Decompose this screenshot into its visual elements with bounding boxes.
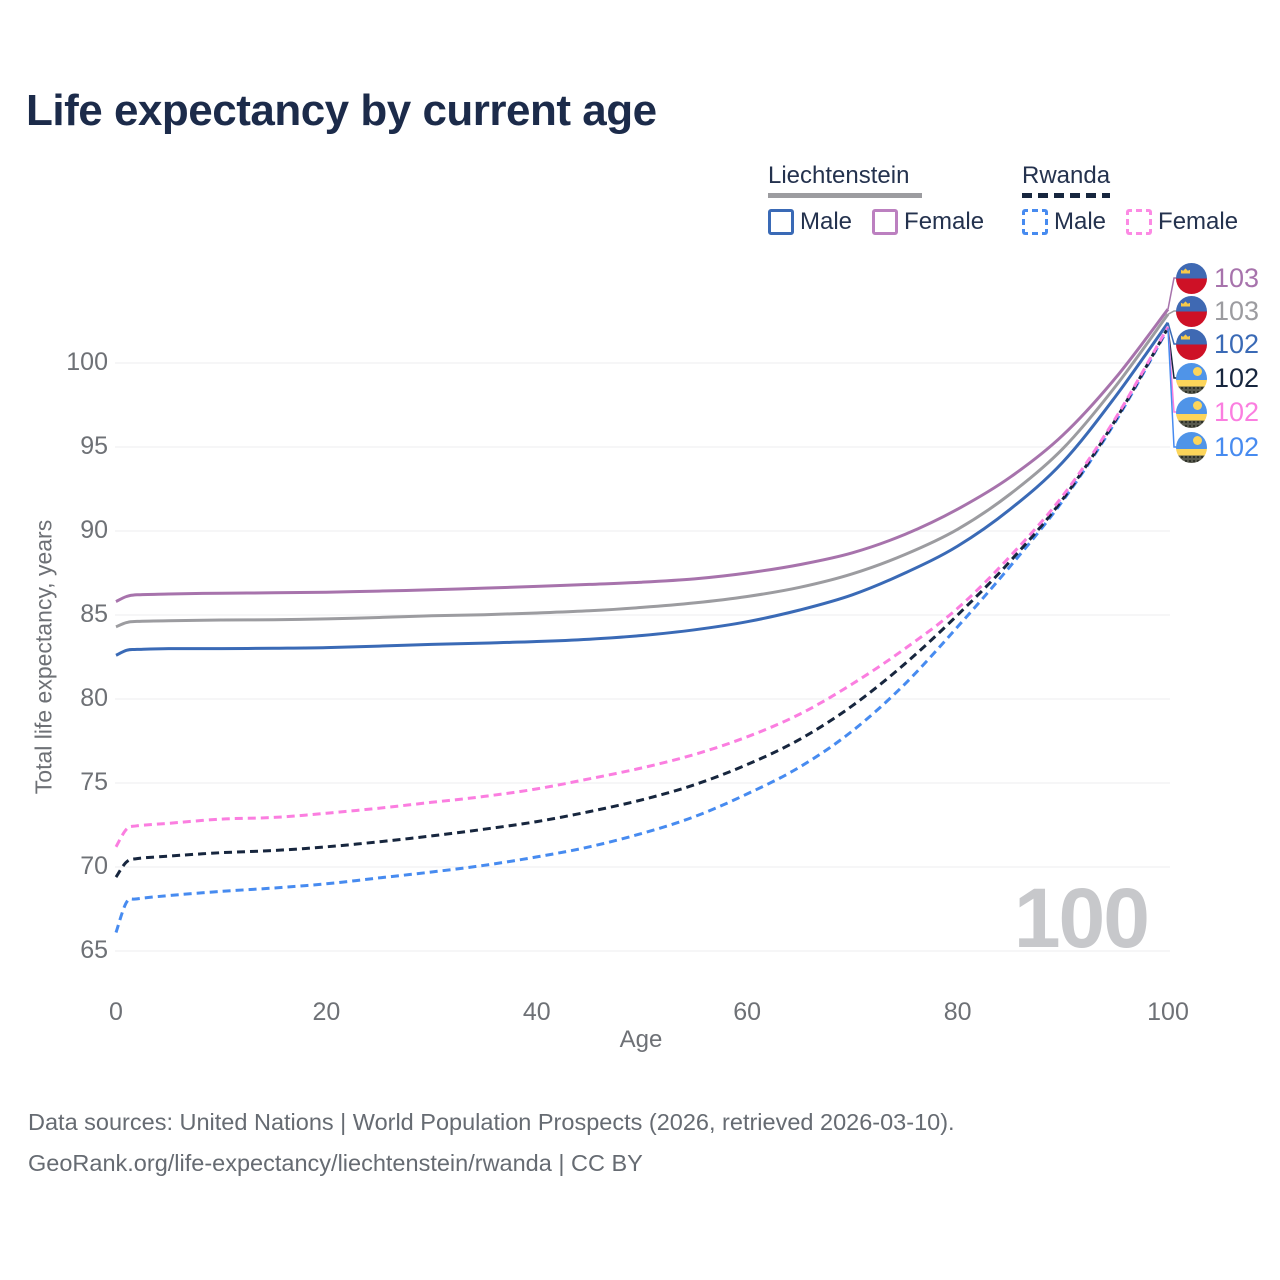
- end-value-li-female: 103: [1214, 262, 1260, 293]
- x-axis-title: Age: [619, 1026, 663, 1053]
- plot-area: [114, 277, 1179, 952]
- legend-country-rwanda: Rwanda: [1022, 162, 1111, 189]
- legend-group-liechtenstein: Liechtenstein Male Female: [768, 162, 1004, 236]
- rwanda-line-swatch: [1022, 193, 1110, 198]
- end-label-row: 103: [1176, 295, 1260, 327]
- rwanda-male-swatch-icon: [1022, 209, 1048, 235]
- legend-label-male: Male: [1054, 208, 1107, 235]
- legend-group-rwanda: Rwanda Male Female: [1022, 162, 1258, 236]
- footer: Data sources: United Nations | World Pop…: [28, 1102, 955, 1184]
- end-label-row: 102: [1176, 362, 1260, 394]
- end-value-rw-both: 102: [1214, 362, 1260, 393]
- end-value-rw-male: 102: [1214, 431, 1260, 462]
- end-value-li-both: 103: [1214, 295, 1260, 326]
- age-counter-watermark: 100: [1013, 871, 1150, 965]
- legend-item-rwanda-female: Female: [1126, 208, 1238, 236]
- series-line-li_female: [115, 308, 1170, 603]
- rwanda-flag-icon: [1176, 362, 1207, 394]
- end-label-row: 102: [1176, 396, 1260, 428]
- legend-item-liechtenstein-male: Male: [768, 208, 852, 236]
- series-line-li_both: [115, 313, 1170, 629]
- liechtenstein-flag-icon: [1176, 262, 1207, 294]
- legend-label-female: Female: [1158, 208, 1239, 235]
- liechtenstein-female-swatch-icon: [872, 209, 899, 235]
- end-label-row: 102: [1176, 328, 1260, 360]
- page-title: Life expectancy by current age: [26, 86, 657, 135]
- series-line-rw_female: [114, 326, 1170, 848]
- series-line-rw_male: [114, 327, 1170, 934]
- liechtenstein-flag-icon: [1176, 295, 1207, 327]
- legend-item-liechtenstein-female: Female: [872, 208, 984, 236]
- end-label-row: 103: [1176, 262, 1260, 294]
- rwanda-female-swatch-icon: [1126, 209, 1153, 235]
- legend-label-male: Male: [800, 208, 853, 235]
- series-line-rw_both: [114, 326, 1170, 878]
- rwanda-flag-icon: [1176, 431, 1207, 463]
- end-value-rw-female: 102: [1214, 396, 1260, 427]
- liechtenstein-flag-icon: [1176, 328, 1207, 360]
- liechtenstein-line-swatch: [768, 193, 922, 198]
- legend-item-rwanda-male: Male: [1022, 208, 1106, 236]
- rwanda-flag-icon: [1176, 396, 1207, 428]
- footer-url-line: GeoRank.org/life-expectancy/liechtenstei…: [28, 1150, 643, 1176]
- end-label-row: 102: [1176, 431, 1260, 463]
- series-line-li_male: [115, 321, 1170, 657]
- footer-source-line: Data sources: United Nations | World Pop…: [28, 1109, 955, 1135]
- legend-country-liechtenstein: Liechtenstein: [768, 162, 910, 189]
- end-value-li-male: 102: [1214, 328, 1260, 359]
- legend-label-female: Female: [904, 208, 985, 235]
- liechtenstein-male-swatch-icon: [768, 209, 794, 235]
